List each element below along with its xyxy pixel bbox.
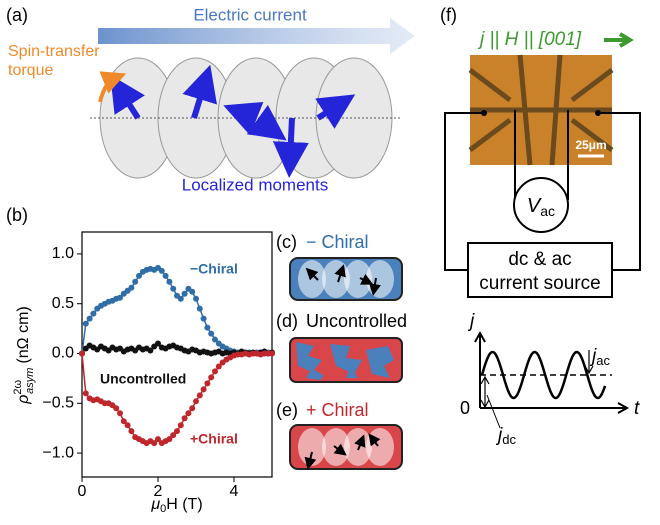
panel-text: Uncontrolled <box>306 311 407 331</box>
panel-label: (f) <box>440 5 457 25</box>
jdc-label: jdc <box>495 425 516 447</box>
x-rest: H (T) <box>166 496 202 513</box>
signal-axes <box>475 333 627 413</box>
data-point <box>178 422 184 428</box>
data-point <box>193 296 199 302</box>
data-point <box>193 398 199 404</box>
relation-arrow <box>604 34 630 46</box>
y-tick-label: 1.0 <box>52 245 74 262</box>
data-point <box>182 291 188 297</box>
data-point <box>269 351 275 357</box>
data-point <box>208 374 214 380</box>
data-point <box>87 316 93 322</box>
zero: 0 <box>460 398 470 418</box>
data-point <box>197 392 203 398</box>
jac-sub: ac <box>596 353 610 368</box>
data-point <box>83 390 89 396</box>
data-point <box>83 321 89 327</box>
v-sub: ac <box>540 203 555 219</box>
figure: (a) Electric current Spin-transfer torqu… <box>0 0 660 525</box>
scale-label: 25μm <box>575 138 606 152</box>
data-point <box>182 415 188 421</box>
data-point <box>204 325 210 331</box>
contact <box>481 110 487 116</box>
series-line <box>82 268 272 354</box>
data-point <box>197 306 203 312</box>
torque-label: torque <box>8 62 53 79</box>
data-point <box>117 410 123 416</box>
x-tick-label: 2 <box>154 483 163 500</box>
series-label: Uncontrolled <box>100 371 186 387</box>
y-symbol: ρ <box>15 395 32 405</box>
y-sub: asym <box>24 368 36 394</box>
data-point <box>79 351 85 357</box>
data-point <box>204 380 210 386</box>
relation: j || H || [001] <box>477 29 582 50</box>
data-point <box>178 296 184 302</box>
data-point <box>128 285 134 291</box>
data-point <box>208 331 214 337</box>
plot: −1.0 −0.5 0.0 0.5 1.0 0 2 4 −Chiral Uncontrolled +… <box>42 232 275 500</box>
x-tick-label: 0 <box>78 483 87 500</box>
data-point <box>170 286 176 292</box>
data-point <box>90 311 96 317</box>
data-point <box>113 405 119 411</box>
torque-label: Spin-transfer <box>8 43 100 60</box>
data-point <box>212 368 218 374</box>
data-point <box>201 386 207 392</box>
series-label: +Chiral <box>190 431 238 447</box>
y-tick-label: 0.5 <box>52 295 74 312</box>
data-point <box>132 279 138 285</box>
data-point <box>185 410 191 416</box>
t-axis: t <box>634 398 640 419</box>
series-label: −Chiral <box>190 261 238 277</box>
data-point <box>163 273 169 279</box>
jac-label: jac <box>589 346 610 368</box>
y-tick-label: 0.0 <box>52 345 74 362</box>
y-unit: (nΩ cm) <box>15 306 32 363</box>
panel-label: (d) <box>276 311 298 331</box>
moments-label: Localized moments <box>182 175 328 194</box>
data-point <box>189 405 195 411</box>
current-label: Electric current <box>193 5 307 24</box>
x-tick-label: 4 <box>230 483 239 500</box>
y-sup: 2ω <box>12 379 24 394</box>
j-axis: j <box>467 311 475 332</box>
panel-label: (e) <box>276 400 298 420</box>
source-label: dc & ac <box>508 249 571 270</box>
jdc-sub: dc <box>502 432 516 447</box>
contact <box>595 110 601 116</box>
dc-pointer <box>487 395 500 428</box>
panel-label: (c) <box>276 232 297 252</box>
panel-text: − Chiral <box>306 232 369 252</box>
y-axis-label: ρ2ωasym (nΩ cm) <box>12 306 36 404</box>
y-tick-label: −0.5 <box>42 395 74 412</box>
data-point <box>159 268 165 274</box>
source-label: current source <box>479 273 600 294</box>
data-point <box>128 428 134 434</box>
data-point <box>174 428 180 434</box>
y-tick-label: −1.0 <box>42 444 74 461</box>
data-point <box>125 422 131 428</box>
panel-label: (b) <box>6 205 28 225</box>
panel-label: (a) <box>6 5 28 25</box>
data-point <box>189 289 195 295</box>
data-point <box>201 316 207 322</box>
panel-text: + Chiral <box>306 400 369 420</box>
data-point <box>166 279 172 285</box>
